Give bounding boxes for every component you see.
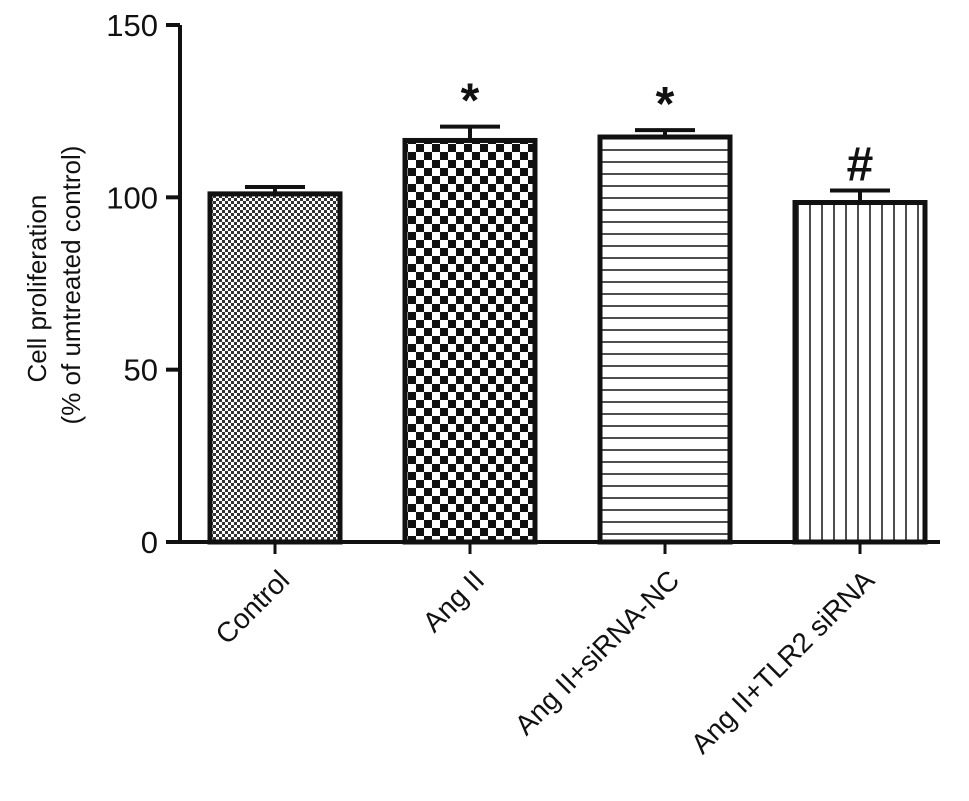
significance-marker-ang-ii: * (461, 75, 480, 128)
bar-ang-ii-sirna-nc (597, 134, 733, 545)
y-axis-title: Cell proliferation (% of umtreated contr… (22, 146, 86, 425)
error-bar-ang-ii (440, 124, 500, 141)
y-axis-title-line-2: (% of umtreated control) (56, 146, 86, 425)
category-label-ang-ii: Ang II (417, 564, 491, 638)
y-tick-label-0: 0 (141, 525, 158, 560)
category-label-ang-ii-tlr2-sirna: Ang II+TLR2 siRNA (685, 564, 880, 759)
bar-control (207, 191, 343, 545)
error-bar-ang-ii-tlr2-sirna (830, 188, 890, 203)
bar-ang-ii-tlr2-sirna (792, 200, 928, 545)
significance-marker-ang-ii-sirna-nc: * (656, 78, 675, 131)
y-tick-label-50: 50 (124, 353, 158, 388)
category-label-ang-ii-sirna-nc: Ang II+siRNA-NC (509, 564, 686, 741)
significance-marker-ang-ii-tlr2-sirna: # (847, 138, 874, 191)
category-label-control: Control (209, 564, 295, 650)
y-tick-label-100: 100 (106, 180, 158, 215)
y-axis-title-line-1: Cell proliferation (22, 195, 52, 383)
y-tick-label-150: 150 (106, 8, 158, 43)
bar-ang-ii (402, 137, 538, 545)
error-bar-ang-ii-sirna-nc (635, 128, 695, 138)
error-bar-control (245, 184, 305, 194)
